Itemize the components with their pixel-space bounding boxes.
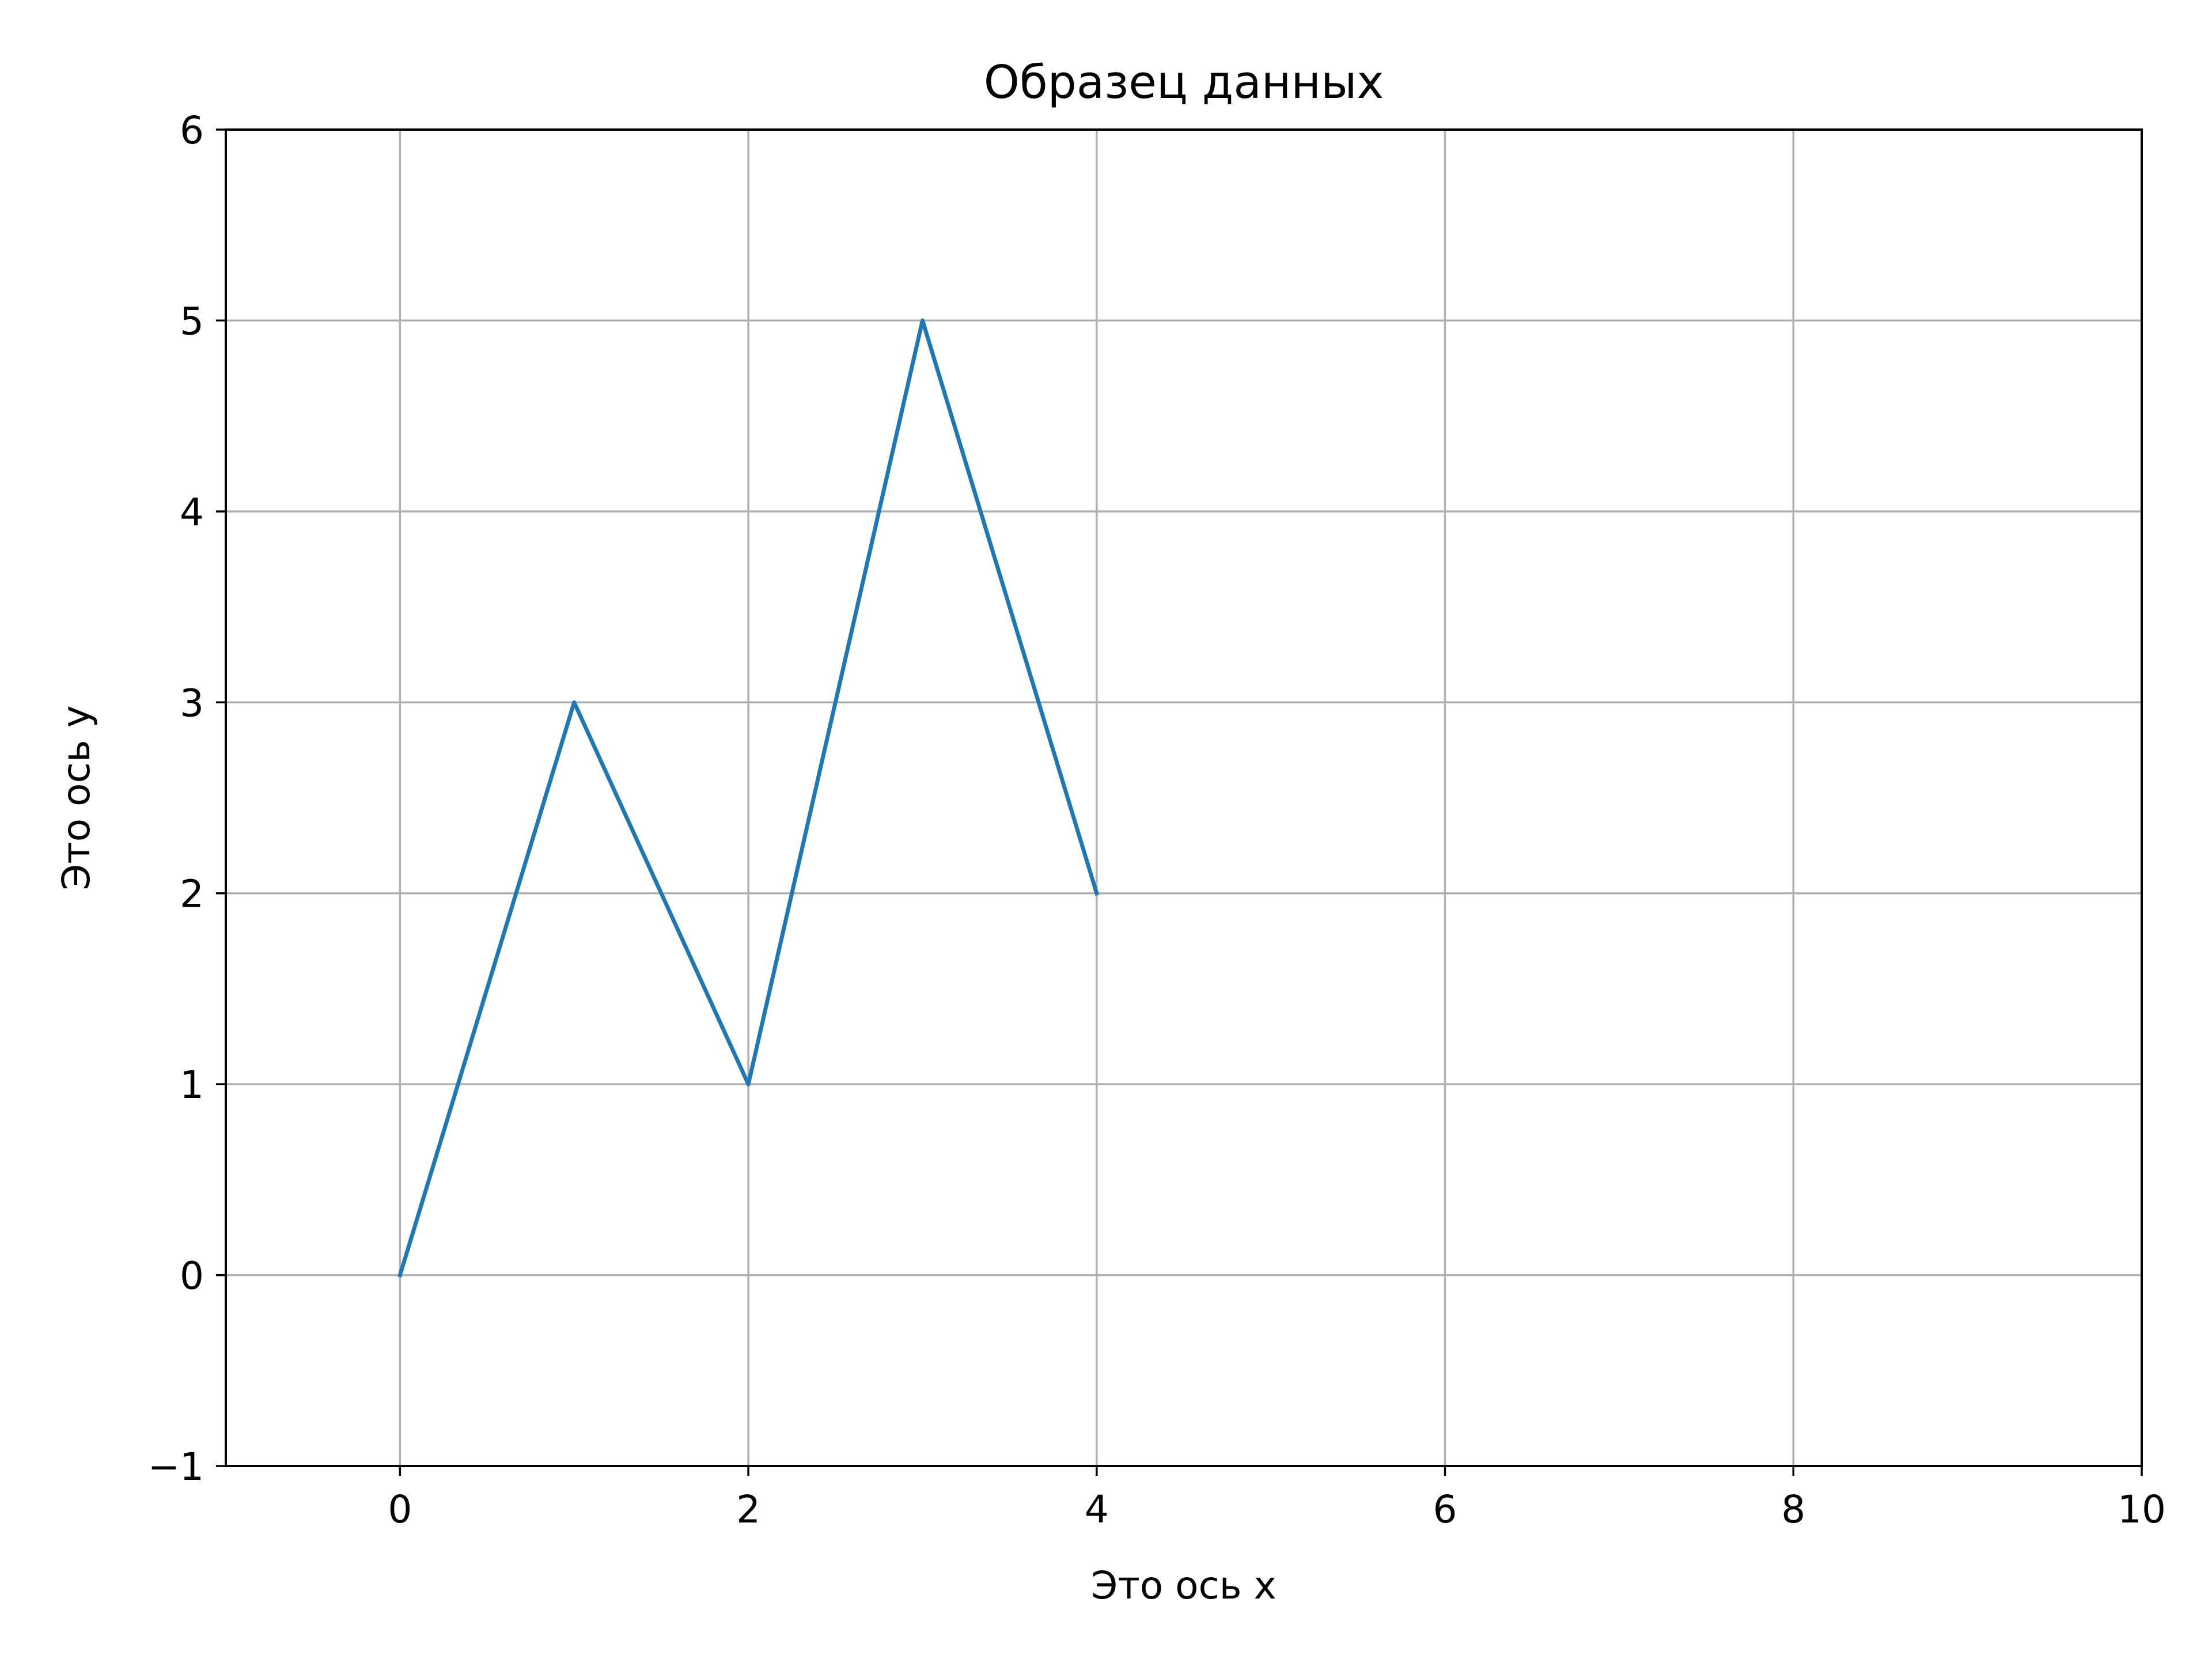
x-tick-label: 8 xyxy=(1781,1487,1805,1532)
x-tick-label: 10 xyxy=(2118,1487,2166,1532)
x-axis-title: Это ось x xyxy=(1091,1563,1277,1608)
y-tick-label: 0 xyxy=(180,1254,204,1298)
x-tick-label: 2 xyxy=(736,1487,760,1532)
series-layer xyxy=(397,318,1100,1278)
y-tick-label: 4 xyxy=(180,490,204,535)
y-axis-title: Это ось y xyxy=(54,705,99,891)
x-tick-labels: 0 2 4 6 8 10 xyxy=(388,1487,2166,1532)
chart-title: Образец данных xyxy=(984,56,1384,109)
y-tick-label: 5 xyxy=(180,299,204,343)
axes-frame xyxy=(225,128,2143,1467)
x-tick-label: 0 xyxy=(388,1487,412,1532)
y-tick-label: 6 xyxy=(180,108,204,153)
x-tick-label: 4 xyxy=(1085,1487,1109,1532)
y-tick-labels: −1 0 1 2 3 4 5 6 xyxy=(148,108,204,1489)
tick-marks xyxy=(216,128,2143,1476)
y-tick-label: 1 xyxy=(180,1063,204,1107)
y-tick-label: −1 xyxy=(148,1445,204,1489)
y-tick-label: 2 xyxy=(180,872,204,916)
x-tick-label: 6 xyxy=(1433,1487,1457,1532)
y-tick-label: 3 xyxy=(180,681,204,725)
